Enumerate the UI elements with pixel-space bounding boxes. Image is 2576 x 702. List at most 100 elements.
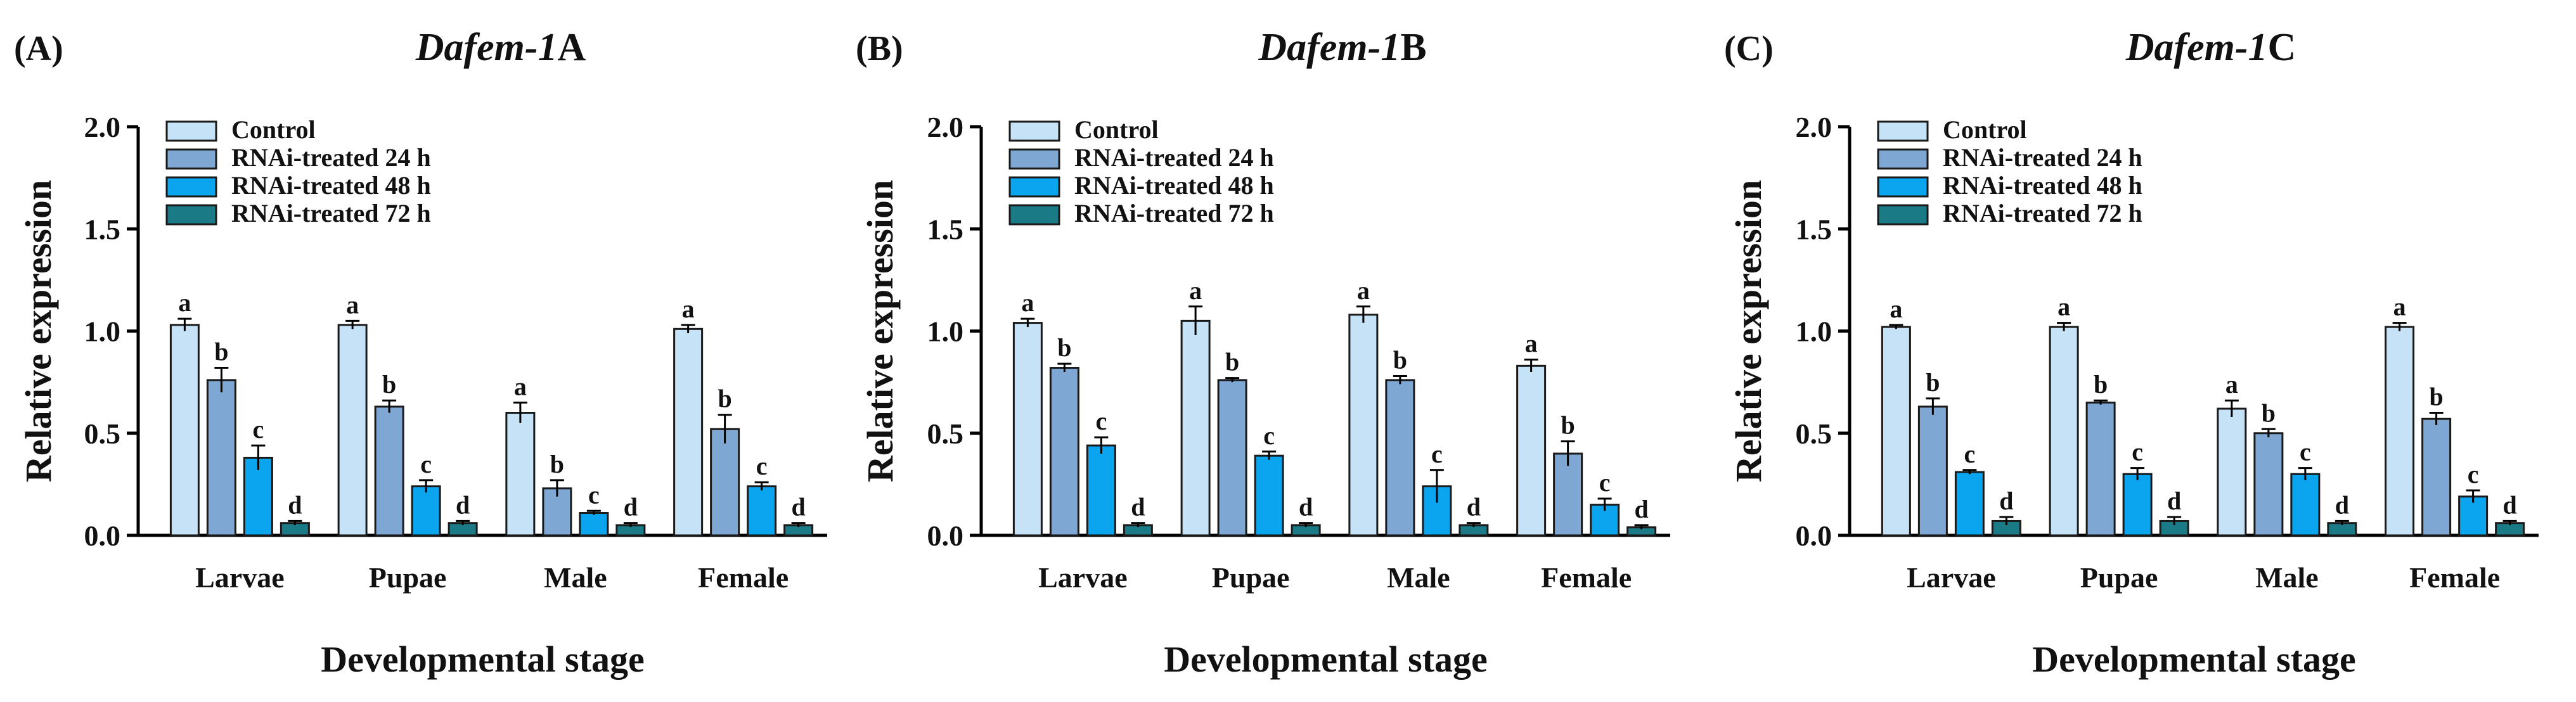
significance-letter: c: [1964, 440, 1975, 468]
significance-letter: b: [214, 338, 228, 366]
x-tick-label: Pupae: [369, 561, 447, 594]
bar-pupae-series-1: [2085, 401, 2116, 537]
panel-c: (C) Dafem-1C Relative expression 0.0 0.5 1.0 1…: [1724, 26, 2539, 680]
bar-male-series-0: [2217, 407, 2247, 537]
significance-letter: a: [1357, 276, 1370, 305]
bar-male-series-1: [1385, 379, 1415, 537]
significance-letter: d: [456, 490, 470, 519]
y-tick-label: 1.5: [1796, 213, 1832, 245]
significance-letter: d: [2167, 487, 2181, 515]
bar-pupae-series-2: [1254, 454, 1284, 537]
x-tick-label: Pupae: [2080, 561, 2158, 594]
legend-label: RNAi-treated 48 h: [1074, 171, 1274, 200]
y-axis-label: Relative expression: [18, 180, 59, 482]
significance-letter: a: [2225, 370, 2238, 399]
legend-label: Control: [1943, 115, 2027, 144]
bar-male-series-0: [1348, 314, 1379, 537]
significance-letter: d: [1299, 493, 1313, 521]
bar-pupae-series-2: [411, 485, 441, 537]
x-axis-label: Developmental stage: [1164, 639, 1488, 680]
y-tick-label: 2.0: [1796, 111, 1832, 143]
x-axis-label: Developmental stage: [321, 639, 645, 680]
significance-letter: c: [2468, 460, 2479, 488]
significance-letter: a: [682, 295, 695, 323]
bar-larvae-series-0: [1012, 322, 1043, 537]
significance-letter: d: [288, 490, 302, 519]
legend-swatch-2: [165, 176, 217, 198]
panel-title-suffix: A: [558, 26, 586, 69]
significance-letter: b: [1561, 411, 1575, 440]
significance-letter: c: [1095, 407, 1107, 435]
significance-letter: a: [178, 288, 191, 317]
y-axis-label: Relative expression: [860, 180, 901, 482]
significance-letter: d: [2503, 490, 2517, 519]
significance-letter: d: [1999, 487, 2013, 515]
bar-pupae-series-0: [1180, 319, 1211, 537]
legend-swatch-1: [1877, 148, 1929, 170]
panel-title-suffix: B: [1400, 26, 1426, 69]
bar-female-series-2: [2458, 495, 2489, 537]
significance-letter: a: [1021, 288, 1034, 317]
bar-group-female: a b cd: [2385, 293, 2525, 537]
bar-male-series-2: [2290, 473, 2321, 537]
significance-letter: d: [1131, 493, 1145, 521]
bar-female-series-0: [2385, 326, 2415, 537]
significance-letter: b: [382, 370, 396, 399]
legend-label: RNAi-treated 48 h: [1943, 171, 2142, 200]
significance-letter: a: [346, 290, 359, 319]
bar-female-series-2: [747, 485, 777, 537]
significance-letter: b: [1926, 368, 1940, 397]
x-tick-label: Larvae: [1907, 561, 1996, 594]
panel-title-gene: Dafem-1: [1258, 26, 1400, 69]
significance-letter: a: [2393, 293, 2406, 321]
panel-label: (B): [856, 29, 903, 68]
significance-letter: a: [514, 372, 527, 400]
bar-larvae-series-2: [243, 456, 273, 537]
bar-group-larvae: ab c d: [1012, 288, 1153, 537]
legend-swatch-1: [165, 148, 217, 170]
significance-letter: c: [756, 452, 768, 480]
panel-title-suffix: C: [2268, 26, 2296, 69]
legend-swatch-0: [165, 120, 217, 142]
y-tick-label: 2.0: [84, 111, 121, 143]
legend-swatch-2: [1877, 176, 1929, 198]
bar-group-pupae: a b cd: [337, 290, 478, 537]
x-tick-label: Male: [544, 561, 607, 594]
legend-label: Control: [231, 115, 316, 144]
significance-letter: c: [420, 450, 432, 478]
panel-title: Dafem-1C: [2125, 26, 2296, 69]
bar-larvae-series-0: [169, 324, 200, 537]
legend-swatch-3: [165, 204, 217, 226]
bar-pupae-series-2: [2122, 473, 2153, 537]
y-tick-label: 1.0: [1796, 316, 1832, 348]
bar-female-series-0: [673, 328, 704, 537]
panel-title: Dafem-1B: [1258, 26, 1426, 69]
y-tick-label: 0.5: [1796, 418, 1832, 450]
panel-title-gene: Dafem-1: [415, 26, 558, 69]
significance-letter: a: [2058, 293, 2070, 321]
bar-larvae-series-1: [206, 379, 236, 537]
x-tick-label: Female: [698, 561, 789, 594]
significance-letter: c: [588, 480, 600, 509]
bar-pupae-series-0: [2049, 326, 2079, 537]
significance-letter: b: [2262, 399, 2276, 427]
x-tick-label: Larvae: [195, 561, 285, 594]
significance-letter: b: [1225, 348, 1239, 376]
significance-letter: b: [2430, 383, 2444, 411]
significance-letter: b: [718, 385, 732, 413]
panel-label: (C): [1724, 29, 1774, 68]
y-tick-label: 0.5: [84, 418, 121, 450]
bar-pupae-series-1: [374, 405, 404, 537]
legend-label: RNAi-treated 24 h: [231, 143, 431, 172]
legend-label: RNAi-treated 48 h: [231, 171, 431, 200]
legend-label: RNAi-treated 72 h: [231, 199, 431, 227]
bar-group-pupae: a b cd: [2049, 293, 2189, 537]
significance-letter: c: [1263, 421, 1275, 450]
significance-letter: c: [1599, 468, 1611, 497]
